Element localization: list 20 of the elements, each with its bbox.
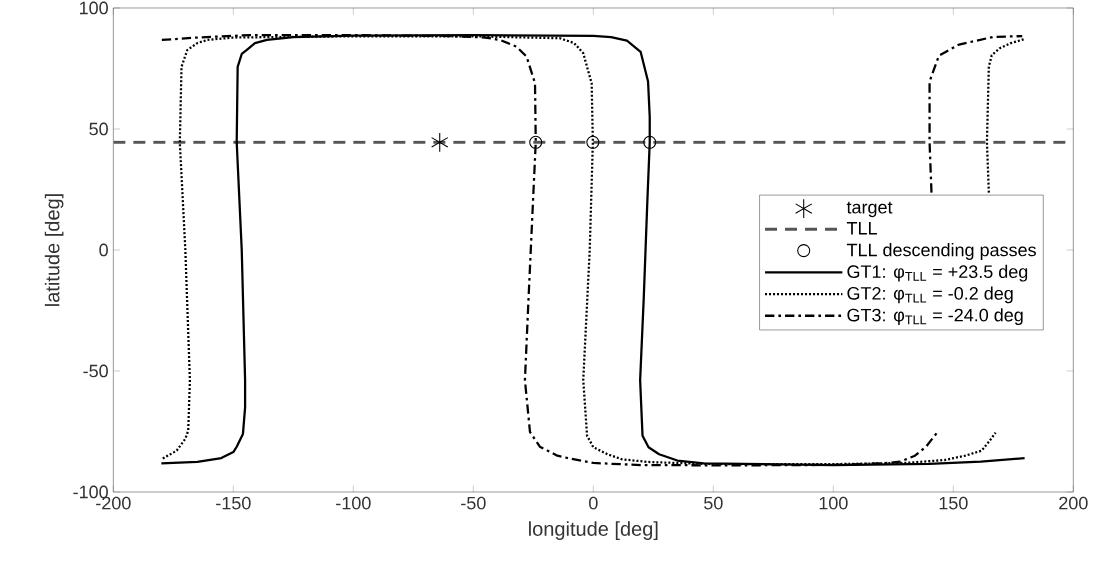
legend-label: GT1: φ$_{TLL}$ = +23.5 deg (847, 264, 1028, 282)
legend-label: GT2: φ$_{TLL}$ = -0.2 deg (847, 286, 1013, 304)
x-tick-label: -150 (216, 496, 251, 510)
y-tick-label: 50 (89, 122, 108, 136)
x-tick-label: -100 (336, 496, 371, 510)
y-tick-label: -50 (83, 364, 108, 378)
x-tick-label: 200 (1059, 496, 1088, 510)
legend-label: TLL descending passes (846, 243, 1036, 260)
x-tick-label: 100 (819, 496, 848, 510)
legend-label: GT3: φ$_{TLL}$ = -24.0 deg (847, 308, 1023, 326)
x-axis-title: longitude [deg] (529, 521, 658, 540)
x-tick-label: 50 (704, 496, 723, 510)
x-tick-label: -50 (461, 496, 486, 510)
x-tick-label: 0 (589, 496, 598, 510)
x-tick-label: 150 (939, 496, 968, 510)
y-tick-label: 100 (79, 1, 108, 15)
y-tick-label: 0 (99, 243, 108, 257)
legend-label: target (846, 201, 893, 218)
legend-label: TLL (846, 222, 877, 235)
y-axis-title: latitude [deg] (44, 194, 64, 306)
